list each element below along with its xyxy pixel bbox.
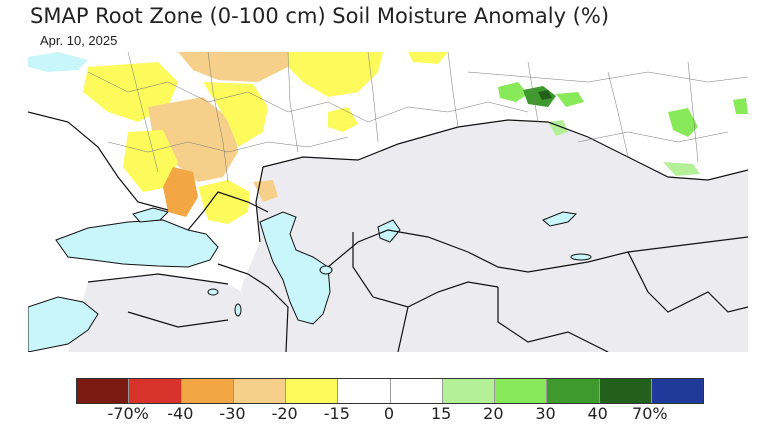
legend-swatch (129, 379, 182, 403)
map-date: Apr. 10, 2025 (40, 33, 118, 48)
legend-swatch (338, 379, 391, 403)
legend-swatch (181, 379, 234, 403)
black-sea (55, 219, 219, 268)
legend-swatch (651, 379, 703, 403)
lake-urmia (234, 303, 242, 317)
lake-issyk-kul (570, 253, 592, 261)
legend-swatch (286, 379, 339, 403)
legend-tick-label: -20 (271, 404, 298, 423)
admin-borders (87, 52, 748, 183)
lake-sevan (319, 265, 333, 275)
legend-tick-label: 20 (483, 404, 504, 423)
legend-swatch (599, 379, 652, 403)
legend-tick-label: -40 (167, 404, 194, 423)
legend-tick-label: -15 (323, 404, 350, 423)
sea-of-azov (132, 207, 169, 223)
lake-balkhash (542, 211, 578, 227)
masked-region (228, 120, 748, 352)
legend-tick-label: 30 (535, 404, 556, 423)
legend-tick-label: -70% (107, 404, 149, 423)
legend-swatch (233, 379, 286, 403)
legend-tick-label: -30 (219, 404, 246, 423)
legend-tick-label: 70% (632, 404, 668, 423)
legend-swatch (390, 379, 443, 403)
legend-tick-label: 0 (383, 404, 395, 423)
wet-anomaly-patches (498, 82, 748, 176)
legend-swatch (547, 379, 600, 403)
aral-sea (377, 219, 401, 243)
lake-van (207, 288, 219, 296)
caspian-sea (259, 211, 331, 325)
color-legend (76, 378, 704, 404)
legend-tick-label: 40 (587, 404, 608, 423)
soil-moisture-map (28, 52, 748, 352)
mediterranean-sea (28, 296, 99, 352)
legend-tick-label: 15 (430, 404, 452, 423)
legend-swatch (495, 379, 548, 403)
legend-tick-labels: -70% -40 -30 -20 -15 0 15 20 30 40 70% (0, 404, 780, 428)
masked-region-south (68, 274, 288, 352)
baltic-inlet (28, 52, 88, 72)
legend-swatch (442, 379, 495, 403)
borders (28, 111, 748, 352)
map-title: SMAP Root Zone (0-100 cm) Soil Moisture … (30, 4, 610, 28)
legend-swatch (77, 379, 130, 403)
